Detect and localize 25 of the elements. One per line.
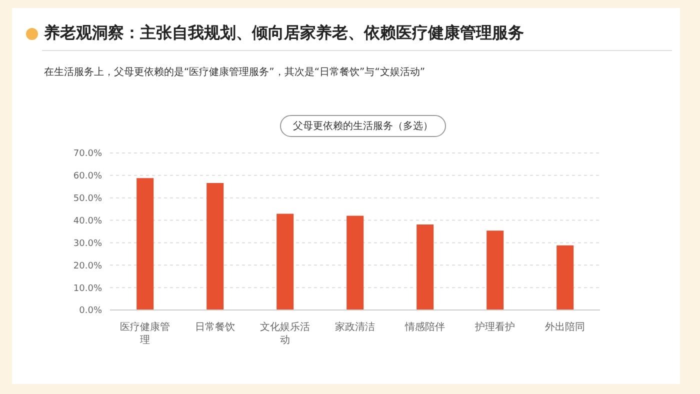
bar <box>206 183 224 310</box>
x-tick-label: 医疗健康管理 <box>120 321 170 346</box>
y-tick-label: 30.0% <box>73 238 102 249</box>
x-tick-label: 文化娱乐活动 <box>260 321 310 346</box>
x-tick-label: 外出陪同 <box>545 321 585 333</box>
bar <box>556 245 574 310</box>
bar <box>276 214 294 310</box>
y-tick-label: 60.0% <box>73 172 102 182</box>
x-tick-label: 情感陪伴 <box>404 321 445 333</box>
bar <box>486 230 504 310</box>
bar <box>416 224 434 310</box>
chart-subtitle: 在生活服务上，父母更依赖的是“医疗健康管理服务”，其次是“日常餐饮”与“文娱活动” <box>44 66 426 79</box>
x-tick-label: 家政清洁 <box>335 321 375 333</box>
chart-title: 养老观洞察：主张自我规划、倾向居家养老、依赖医疗健康管理服务 <box>44 23 524 44</box>
bar <box>346 216 364 310</box>
y-tick-label: 20.0% <box>73 261 102 272</box>
y-tick-label: 10.0% <box>73 284 102 294</box>
y-tick-label: 70.0% <box>73 149 102 160</box>
bar <box>136 178 154 310</box>
y-tick-label: 0.0% <box>79 306 102 316</box>
y-tick-label: 40.0% <box>73 216 102 226</box>
x-tick-label: 日常餐饮 <box>195 321 235 333</box>
legend-title: 父母更依赖的生活服务（多选） <box>280 115 446 137</box>
x-tick-label: 护理看护 <box>474 321 515 333</box>
y-tick-label: 50.0% <box>73 194 102 204</box>
